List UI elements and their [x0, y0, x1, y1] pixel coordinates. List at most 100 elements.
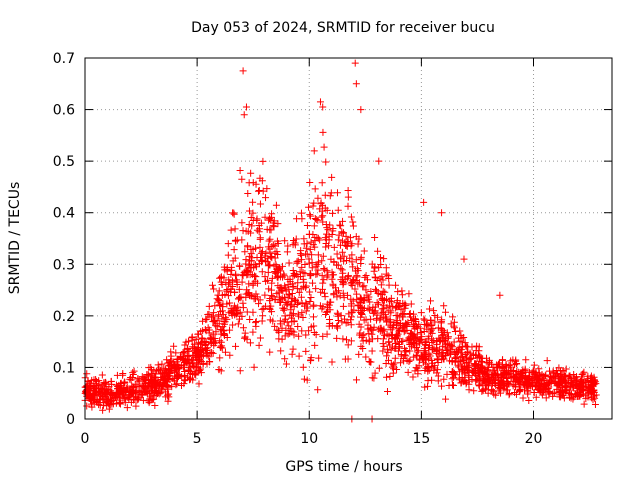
- data-point: [566, 383, 574, 391]
- data-point: [89, 387, 97, 395]
- data-point: [285, 322, 293, 330]
- data-point: [151, 402, 159, 410]
- data-point: [231, 236, 239, 244]
- data-point: [208, 349, 216, 357]
- data-point: [343, 242, 351, 250]
- data-point: [245, 221, 253, 229]
- data-point: [205, 326, 213, 334]
- data-point: [202, 327, 210, 335]
- data-point: [288, 350, 296, 358]
- data-point: [438, 382, 446, 390]
- data-point: [92, 381, 100, 389]
- data-point: [249, 209, 257, 217]
- plot-frame: [84, 57, 613, 420]
- data-point: [374, 335, 382, 343]
- data-point: [357, 106, 365, 114]
- data-point: [250, 295, 258, 303]
- data-point: [195, 380, 203, 388]
- data-point: [356, 329, 364, 337]
- data-point: [281, 237, 289, 245]
- data-point: [298, 309, 306, 317]
- data-point: [244, 242, 252, 250]
- data-point: [442, 395, 450, 403]
- data-point: [272, 201, 280, 209]
- data-point: [402, 347, 410, 355]
- data-point: [302, 307, 310, 315]
- data-point: [461, 339, 469, 347]
- data-point: [414, 370, 422, 378]
- data-point: [329, 227, 337, 235]
- data-point: [489, 366, 497, 374]
- data-point: [161, 372, 169, 380]
- data-point: [198, 340, 206, 348]
- data-point: [318, 207, 326, 215]
- data-point: [383, 373, 391, 381]
- data-point: [296, 268, 304, 276]
- data-point: [249, 198, 257, 206]
- data-point: [439, 326, 447, 334]
- data-point: [585, 385, 593, 393]
- data-point: [410, 338, 418, 346]
- data-point: [324, 226, 332, 234]
- data-point: [398, 291, 406, 299]
- data-point: [357, 342, 365, 350]
- data-point: [97, 391, 105, 399]
- x-tick-label: 5: [193, 431, 202, 447]
- data-point: [433, 337, 441, 345]
- data-point: [335, 287, 343, 295]
- data-point: [302, 282, 310, 290]
- data-point: [259, 157, 267, 165]
- data-point: [431, 318, 439, 326]
- data-point: [87, 379, 95, 387]
- data-point: [433, 355, 441, 363]
- data-point: [463, 366, 471, 374]
- data-point: [321, 293, 329, 301]
- data-point: [308, 259, 316, 267]
- data-point: [359, 337, 367, 345]
- data-point: [460, 333, 468, 341]
- data-point: [256, 334, 264, 342]
- data-point: [256, 243, 264, 251]
- data-point: [289, 283, 297, 291]
- data-point: [450, 324, 458, 332]
- data-point: [192, 345, 200, 353]
- data-point: [475, 343, 483, 351]
- data-point: [246, 263, 254, 271]
- data-point: [299, 275, 307, 283]
- data-point: [224, 240, 232, 248]
- data-point: [420, 350, 428, 358]
- data-point: [214, 298, 222, 306]
- data-point: [392, 281, 400, 289]
- data-point: [216, 343, 224, 351]
- data-point: [478, 370, 486, 378]
- data-point: [337, 222, 345, 230]
- data-point: [333, 309, 341, 317]
- data-point: [590, 376, 598, 384]
- data-point: [339, 335, 347, 343]
- data-point: [456, 344, 464, 352]
- data-point: [452, 371, 460, 379]
- data-point: [170, 342, 178, 350]
- data-point: [148, 366, 156, 374]
- data-point: [309, 313, 317, 321]
- data-point: [314, 266, 322, 274]
- data-point: [239, 272, 247, 280]
- data-point: [355, 320, 363, 328]
- data-point: [309, 279, 317, 287]
- data-point: [172, 349, 180, 357]
- data-point: [255, 341, 263, 349]
- data-point: [282, 360, 290, 368]
- data-point: [385, 302, 393, 310]
- data-point: [274, 282, 282, 290]
- data-point: [294, 257, 302, 265]
- data-point: [344, 341, 352, 349]
- data-point: [407, 313, 415, 321]
- data-point: [560, 394, 568, 402]
- data-point: [136, 390, 144, 398]
- y-tick-label: 0.5: [53, 154, 75, 170]
- data-point: [348, 278, 356, 286]
- data-point: [236, 367, 244, 375]
- data-point: [160, 364, 168, 372]
- data-point: [434, 377, 442, 385]
- data-point: [428, 362, 436, 370]
